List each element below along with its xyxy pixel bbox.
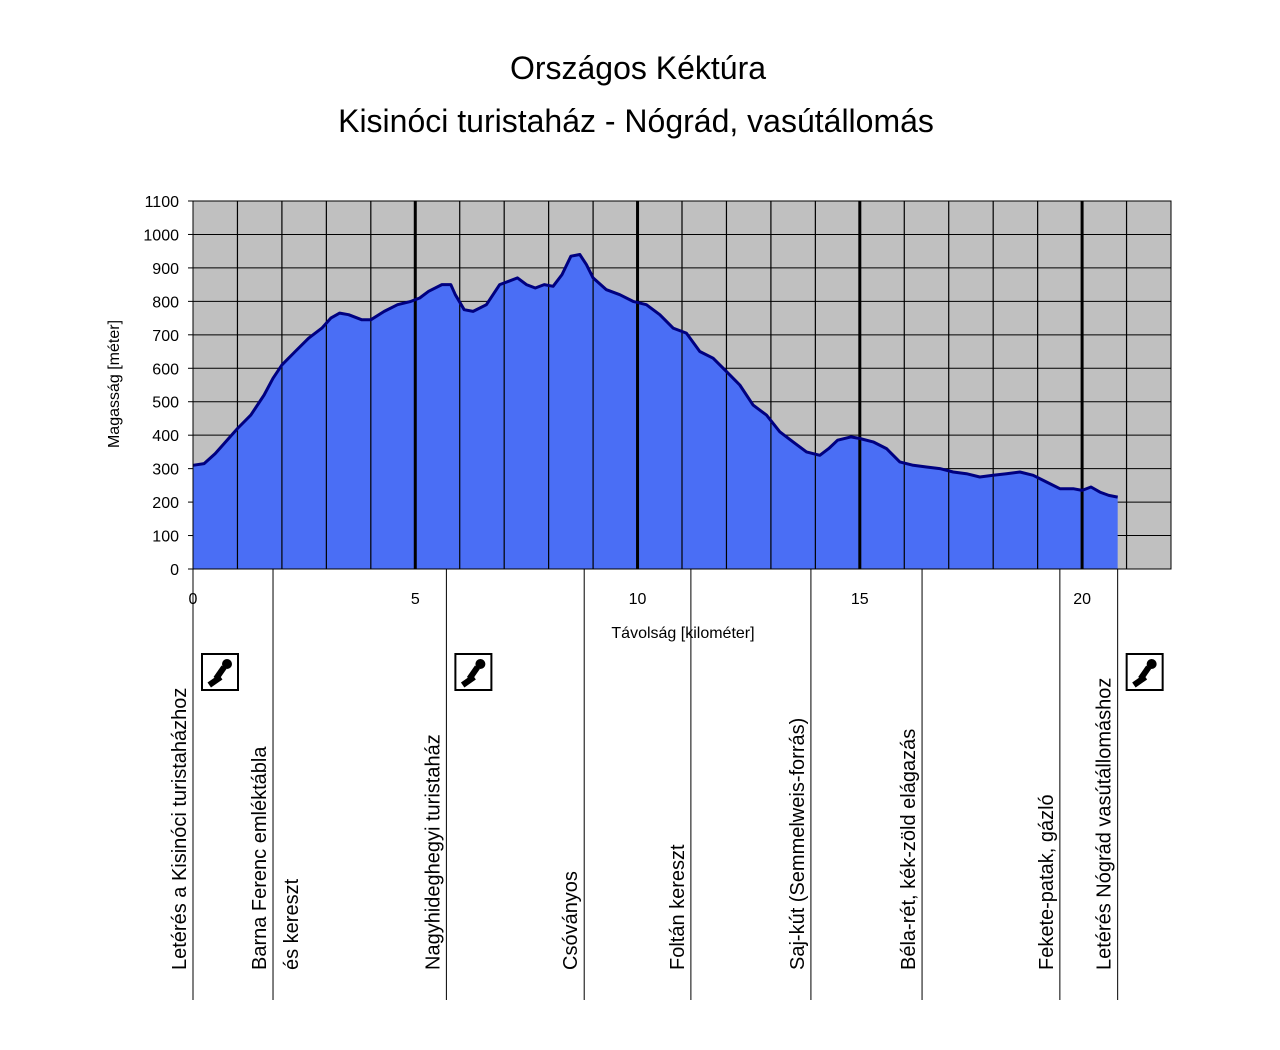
stamp-icon-handle: [1138, 665, 1152, 681]
plot-area: [192, 200, 1172, 570]
stamp-icon: [201, 653, 239, 691]
station-label: Nagyhideghegyi turistaház: [422, 734, 444, 970]
stamp-icon-handle: [466, 665, 480, 681]
chart-title: Országos Kéktúra: [510, 50, 766, 86]
x-tick-label: 5: [411, 591, 420, 608]
x-axis: 0 5 10 15 20: [189, 591, 1092, 608]
elevation-area: [193, 254, 1118, 569]
station-label: Csóványos: [560, 871, 582, 970]
station-label: Letérés a Kisinóci turistaházhoz: [169, 688, 191, 970]
y-tick-label: 400: [152, 428, 179, 445]
y-tick-label: 0: [170, 562, 179, 579]
y-tick-label: 600: [152, 361, 179, 378]
station-label: Letérés Nógrád vasútállomáshoz: [1094, 678, 1116, 970]
stamp-icon-knob: [475, 659, 486, 669]
stamp-icon: [1125, 653, 1164, 691]
station-label: Foltán kereszt: [667, 844, 689, 970]
stamp-icon-knob: [1146, 659, 1157, 669]
x-tick-label: 15: [851, 591, 869, 608]
y-tick-label: 1000: [143, 227, 179, 244]
plot-border: [192, 200, 1172, 570]
station-label: Béla-rét, kék-zöld elágazás: [898, 729, 920, 970]
y-tick-label: 900: [152, 261, 179, 278]
y-tick-label: 1100: [145, 194, 180, 211]
chart-subtitle: Kisinóci turistaház - Nógrád, vasútállom…: [338, 103, 934, 139]
station-label: Barna Ferenc emléktábla: [249, 746, 271, 970]
y-tick-label: 200: [152, 495, 179, 512]
y-tick-label: 800: [152, 294, 179, 311]
station-list: Letérés a Kisinóci turistaházhoz Barna Fe…: [169, 569, 1164, 1000]
y-axis-label: Magasság [méter]: [106, 320, 123, 448]
station-label: Saj-kút (Semmelweis-forrás): [787, 718, 809, 970]
elevation-line: [192, 253, 1118, 499]
y-tick-label: 500: [152, 395, 179, 412]
stamp-icon: [454, 653, 493, 691]
y-tick-label: 100: [152, 529, 179, 546]
stamp-icon-handle: [213, 665, 227, 681]
x-tick-label: 10: [629, 591, 647, 608]
stamp-icon-knob: [222, 659, 232, 669]
y-tick-label: 700: [152, 328, 179, 345]
y-tick-label: 300: [152, 462, 179, 479]
station-label-line2: és kereszt: [281, 878, 303, 970]
x-tick-label: 20: [1073, 591, 1091, 608]
y-axis: 0 100 200 300 400 500 600 700 800 900 1000 1100: [143, 194, 193, 579]
station-label: Fekete-patak, gázló: [1036, 794, 1058, 970]
x-axis-label: Távolság [kilométer]: [611, 625, 754, 642]
